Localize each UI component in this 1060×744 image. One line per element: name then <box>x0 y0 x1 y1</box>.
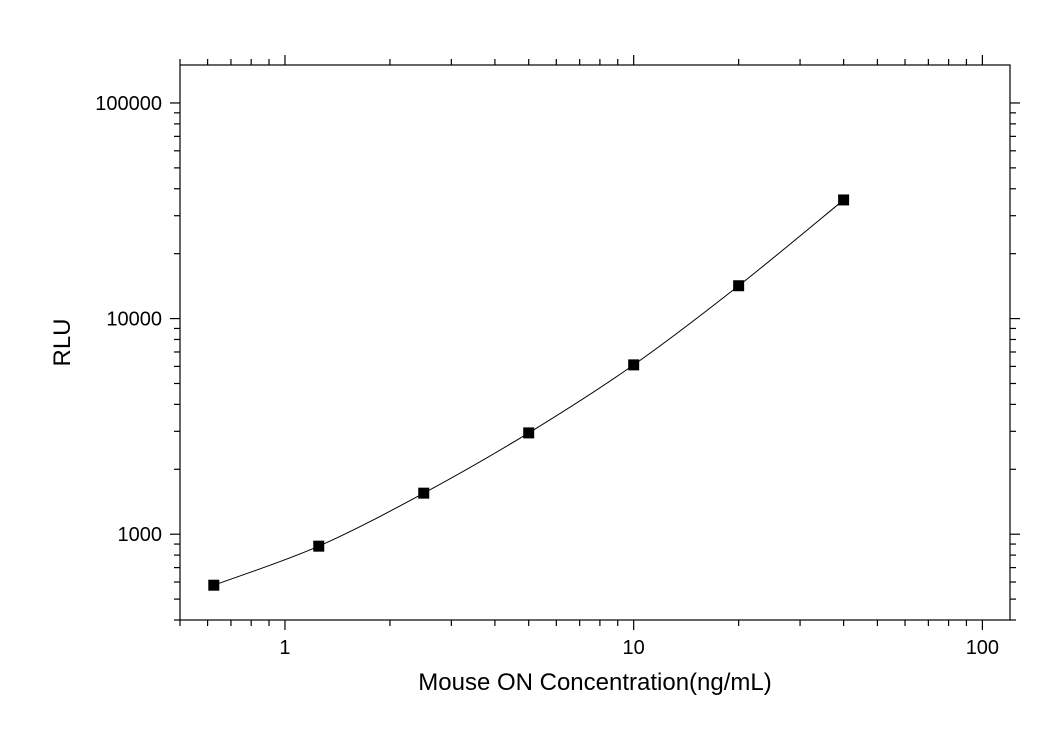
data-point-marker <box>209 580 219 590</box>
data-point-marker <box>419 488 429 498</box>
data-point-marker <box>629 360 639 370</box>
y-tick-label: 100000 <box>95 93 162 115</box>
standard-curve-chart: 1 10 100 1000 10000 100000 Mouse ON Concentrat… <box>0 0 1060 744</box>
y-axis-label: RLU <box>49 318 76 366</box>
x-tick-label: 10 <box>623 637 645 659</box>
x-tick-label: 1 <box>279 637 290 659</box>
y-tick-label: 1000 <box>118 524 163 546</box>
data-point-marker <box>734 281 744 291</box>
y-tick-label: 10000 <box>106 309 162 331</box>
data-point-marker <box>839 195 849 205</box>
data-point-marker <box>524 428 534 438</box>
chart-container: 1 10 100 1000 10000 100000 Mouse ON Concentrat… <box>0 0 1060 744</box>
data-point-marker <box>314 541 324 551</box>
x-axis-label: Mouse ON Concentration(ng/mL) <box>418 669 771 696</box>
x-tick-label: 100 <box>966 637 999 659</box>
